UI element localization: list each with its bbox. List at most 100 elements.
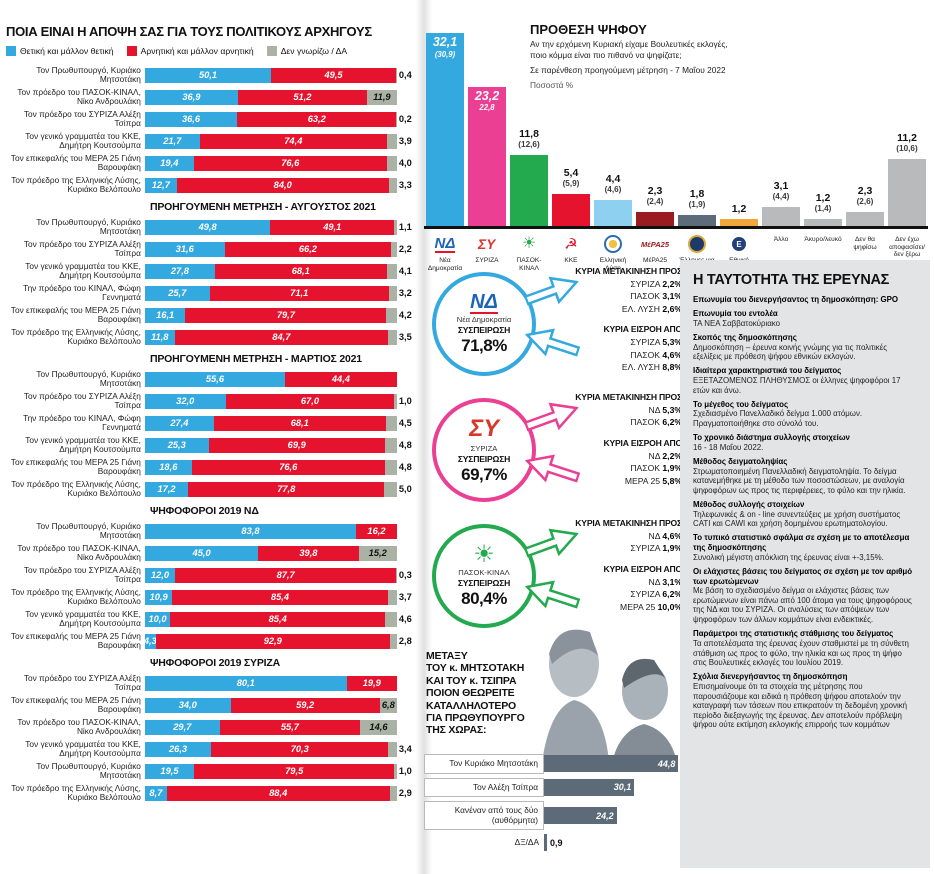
positive-value: 25,7 — [168, 288, 187, 298]
movement-from-row: ΠΑΣΟΚ 4,6% — [630, 349, 682, 360]
approval-stacked-bar: 8,7 88,4 — [144, 785, 397, 801]
movement-to-row: ΕΛ. ΛΥΣΗ 2,6% — [621, 303, 682, 314]
approval-stacked-bar: 4,3 92,9 — [144, 633, 397, 649]
politician-label: Τον πρόεδρο του ΠΑΣΟΚ-ΚΙΝΑΛ, Νίκο Ανδρου… — [17, 86, 141, 106]
dk-segment — [384, 437, 397, 453]
dk-value: 3,4 — [398, 744, 412, 754]
party-name-label: ΠΑΣΟΚ-ΚΙΝΑΛ — [516, 257, 542, 272]
party-logo-slot — [676, 232, 718, 256]
dk-segment — [386, 263, 397, 279]
dk-segment — [396, 567, 397, 583]
movement-from-row: ΠΑΣΟΚ 1,9% — [630, 463, 682, 474]
politician-label: Τον γενικό γραμματέα του ΚΚΕ, Δημήτρη Κο… — [25, 130, 141, 150]
approval-row: Τον Πρωθυπουργό, Κυριάκο Μητσοτάκη 49,8 49… — [6, 216, 422, 238]
positive-value: 10,0 — [148, 614, 167, 624]
party-logo-slot: ☀ — [508, 232, 550, 256]
legend-item-negative: Αρνητική και μάλλον αρνητική — [126, 46, 254, 56]
politician-label: Τον γενικό γραμματέα του ΚΚΕ, Δημήτρη Κο… — [25, 260, 141, 280]
positive-value: 8,7 — [149, 788, 163, 798]
survey-identity-panel: Η ΤΑΥΤΟΤΗΤΑ ΤΗΣ ΕΡΕΥΝΑΣ Επωνυμία του διε… — [680, 260, 930, 868]
movement-from-row: ΝΔ 3,1% — [648, 576, 682, 587]
identity-item-heading: Επωνυμία του διενεργήσαντος τη δημοσκόπη… — [693, 295, 899, 304]
current-value: 4,4 — [605, 172, 621, 185]
pasok-kinal-sun-logo-icon: ☀ — [473, 541, 495, 568]
negative-segment: 69,9 — [208, 437, 385, 453]
negative-value: 84,0 — [273, 180, 292, 190]
identity-item-body: Δημοσκόπηση – έρευνα κοινής γνώμης για τ… — [693, 342, 888, 362]
politician-label: Τον Πρωθυπουργό, Κυριάκο Μητσοτάκη — [36, 216, 141, 236]
current-value: 11,8 — [519, 128, 539, 141]
dk-segment — [387, 133, 397, 149]
politician-label: Τον πρόεδρο της Ελληνικής Λύσης, Κυριάκο… — [11, 586, 141, 606]
dk-segment — [396, 111, 397, 127]
section-header: ΠΡΟΗΓΟΥΜΕΝΗ ΜΕΤΡΗΣΗ - ΜΑΡΤΙΟΣ 2021 — [150, 353, 362, 365]
negative-value: 71,1 — [290, 288, 309, 298]
section-header: ΨΗΦΟΦΟΡΟΙ 2019 ΝΔ — [150, 505, 259, 517]
dk-value: 4,8 — [398, 462, 412, 472]
party-logo-slot: ΝΔ — [424, 232, 466, 256]
current-value: 1,8 — [689, 188, 705, 201]
politician-label: Την πρόεδρο του ΚΙΝΑΛ, Φώφη Γεννηματά — [23, 282, 141, 302]
positive-segment: 27,8 — [144, 263, 215, 279]
approval-stacked-bar: 80,1 19,9 — [144, 675, 397, 691]
dk-value: 3,7 — [398, 592, 412, 602]
politician-label: Τον πρόεδρο του ΣΥΡΙΖΑ Αλέξη Τσίπρα — [23, 238, 141, 258]
identity-item-heading: Ιδιαίτερα χαρακτηριστικά του δείγματος — [693, 366, 842, 376]
identity-item-heading: Σκοπός της δημοσκόπησης — [693, 332, 797, 342]
pm-title-line: ΠΟΙΟΝ ΘΕΩΡΕΙΤΕ — [426, 687, 515, 700]
current-value: 3,1 — [773, 180, 789, 193]
vote-bar-value: 4,4 (4,6) — [592, 172, 634, 194]
politician-label: Τον Πρωθυπουργό, Κυριάκο Μητσοτάκη — [36, 368, 141, 388]
pm-title-line: ΓΙΑ ΠΡΩΘΥΠΟΥΡΓΟ — [426, 711, 525, 724]
pm-option-bar: 44,8 — [544, 755, 679, 773]
block-arrow-icon — [524, 454, 581, 483]
vote-bar — [552, 193, 590, 226]
negative-segment: 49,5 — [271, 67, 396, 83]
approval-row: Τον επικεφαλής του ΜΕΡΑ 25 Γιάνη Βαρουφά… — [6, 304, 422, 326]
dk-value: 4,6 — [398, 614, 412, 624]
positive-segment: 26,3 — [144, 741, 212, 757]
approval-row: Την πρόεδρο του ΚΙΝΑΛ, Φώφη Γεννηματά 25,… — [6, 282, 422, 304]
approval-row: Τον πρόεδρο του ΣΥΡΙΖΑ Αλέξη Τσίπρα 32,0 6… — [6, 390, 422, 412]
positive-value: 49,8 — [198, 222, 217, 232]
section-header: ΨΗΦΟΦΟΡΟΙ 2019 ΣΥΡΙΖΑ — [150, 657, 280, 669]
approval-stacked-bar: 49,8 49,1 — [144, 219, 397, 235]
block-arrow-icon — [524, 328, 581, 357]
positive-segment: 55,6 — [144, 371, 285, 387]
identity-item-body: Τα αποτελέσματα της έρευνας έχουν σταθμι… — [693, 638, 909, 668]
previous-value: 22,8 — [479, 102, 495, 112]
dk-segment — [389, 785, 397, 801]
pm-option-bar: 30,1 — [544, 778, 635, 796]
negative-segment: 63,2 — [237, 111, 397, 127]
approval-row: Τον Πρωθυπουργό, Κυριάκο Μητσοτάκη 19,5 79… — [6, 760, 422, 782]
previous-value: (2,6) — [856, 197, 874, 207]
positive-value: 50,1 — [198, 70, 218, 80]
approval-row: Την πρόεδρο του ΚΙΝΑΛ, Φώφη Γεννηματά 27,… — [6, 412, 422, 434]
tsipras-photo — [612, 658, 677, 762]
block-arrow-icon — [524, 580, 581, 609]
positive-value: 10,9 — [149, 592, 168, 602]
block-arrow-icon — [523, 276, 579, 306]
pm-preference-row: ΔΞ/ΔΑ 0,9 — [424, 834, 682, 852]
section-header: ΠΡΟΗΓΟΥΜΕΝΗ ΜΕΤΡΗΣΗ - ΑΥΓΟΥΣΤΟΣ 2021 — [150, 201, 376, 213]
politician-label: Τον πρόεδρο της Ελληνικής Λύσης, Κυριάκο… — [11, 478, 141, 498]
identity-item-body: ΤΑ ΝΕΑ Σαββατοκύριακο — [693, 318, 781, 328]
approval-stacked-bar: 12,7 84,0 — [144, 177, 397, 193]
approval-stacked-bar: 32,0 67,0 — [144, 393, 397, 409]
movement-to-row: ΠΑΣΟΚ 3,1% — [630, 291, 682, 302]
approval-row: Τον γενικό γραμματέα του ΚΚΕ, Δημήτρη Κο… — [6, 434, 422, 456]
dk-segment — [388, 177, 397, 193]
positive-value: 45,0 — [192, 548, 211, 558]
identity-item-heading: Μέθοδος δειγματοληψίας — [693, 456, 788, 466]
approval-row: Τον πρόεδρο του ΠΑΣΟΚ-ΚΙΝΑΛ, Νίκο Ανδρου… — [6, 716, 422, 738]
dk-value: 14,6 — [369, 722, 388, 732]
positive-segment: 10,9 — [144, 589, 173, 605]
negative-value: 85,4 — [270, 592, 290, 602]
politician-label: Τον Πρωθυπουργό, Κυριάκο Μητσοτάκη — [36, 760, 141, 780]
approval-row: Τον επικεφαλής του ΜΕΡΑ 25 Γιάνη Βαρουφά… — [6, 152, 422, 174]
elliniki-lysi-logo-icon — [604, 235, 622, 253]
pm-preference-block: ΜΕΤΑΞΥ ΤΟΥ κ. ΜΗΤΣΟΤΑΚΗ ΚΑΙ ΤΟΥ κ. ΤΣΙΠΡΑ Π… — [424, 612, 682, 870]
syspirosi-value: 69,7% — [461, 465, 507, 484]
current-value: 2,3 — [647, 185, 663, 198]
politician-label: Τον πρόεδρο του ΠΑΣΟΚ-ΚΙΝΑΛ, Νίκο Ανδρου… — [17, 716, 141, 736]
